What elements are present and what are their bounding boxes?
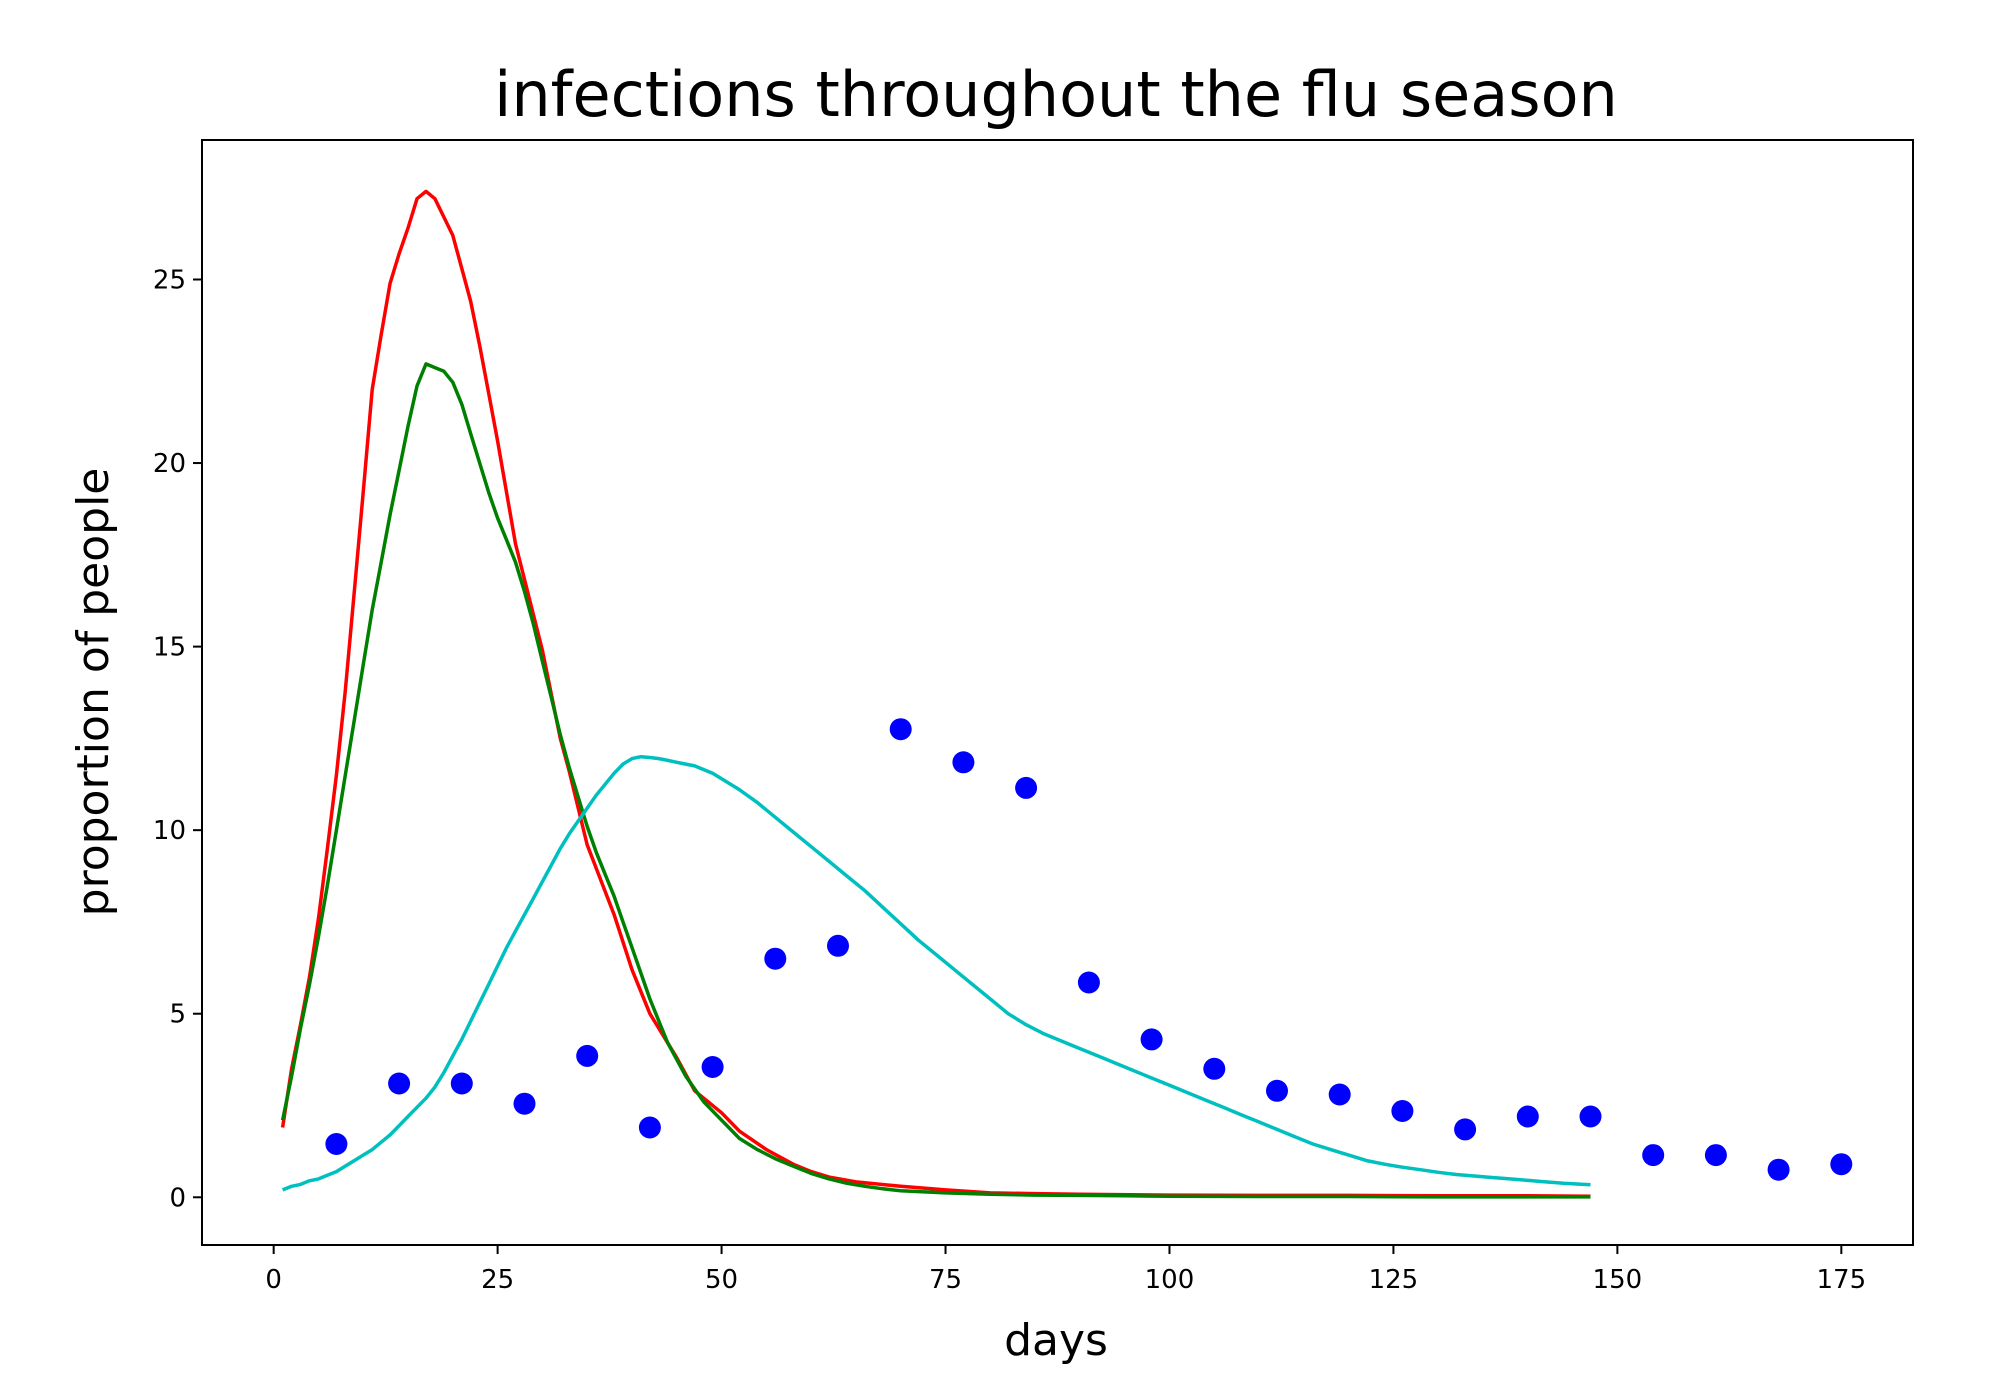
y-tick-label: 10 — [153, 816, 186, 846]
scatter-point — [1516, 1105, 1539, 1128]
series-line-0 — [280, 189, 1591, 1198]
x-axis: 0 25 50 75 100 125 150 175 — [265, 1245, 1866, 1295]
scatter-point — [827, 934, 849, 957]
x-tick-label: 75 — [929, 1265, 962, 1295]
plot-frame — [201, 139, 1914, 1246]
scatter-point — [1077, 971, 1100, 994]
scatter-point — [1704, 1144, 1727, 1167]
scatter-point — [889, 718, 912, 741]
x-tick-label: 100 — [1145, 1265, 1195, 1295]
x-tick-label: 125 — [1369, 1265, 1419, 1295]
y-tick-label: 20 — [153, 449, 186, 479]
scatter-point — [325, 1133, 348, 1155]
x-tick-label: 50 — [705, 1265, 738, 1295]
scatter-point — [1642, 1144, 1665, 1167]
x-tick-label: 25 — [481, 1265, 514, 1295]
scatter-point — [1391, 1100, 1414, 1122]
chart-title: infections throughout the flu season — [494, 58, 1618, 131]
scatter-point — [388, 1072, 411, 1095]
x-tick-label: 150 — [1593, 1265, 1643, 1295]
scatter-point — [1767, 1158, 1790, 1181]
scatter-point — [1203, 1057, 1226, 1080]
scatter-point — [638, 1116, 661, 1139]
scatter-point — [1830, 1153, 1853, 1176]
scatter-point — [764, 947, 787, 970]
y-tick-label: 25 — [153, 266, 186, 296]
plot-area — [280, 189, 1853, 1199]
scatter-point — [701, 1056, 724, 1078]
series-line-2 — [281, 754, 1591, 1192]
x-tick-label: 0 — [265, 1265, 282, 1295]
scatter-point — [1015, 776, 1038, 799]
scatter-point — [1579, 1105, 1602, 1128]
y-tick-label: 0 — [169, 1183, 186, 1213]
y-axis: 0 5 10 15 20 25 — [153, 266, 202, 1213]
scatter-point — [576, 1044, 599, 1067]
series-line-1 — [280, 362, 1591, 1199]
scatter-point — [513, 1092, 536, 1115]
y-tick-label: 5 — [169, 1000, 186, 1030]
scatter-point — [952, 751, 975, 774]
y-axis-label: proportion of people — [68, 468, 119, 917]
x-tick-label: 175 — [1817, 1265, 1867, 1295]
scatter-point — [1266, 1079, 1288, 1102]
scatter-point — [1328, 1083, 1351, 1106]
scatter-point — [450, 1072, 473, 1095]
x-axis-label: days — [1004, 1315, 1108, 1366]
scatter-point — [1454, 1118, 1477, 1141]
scatter-point — [1140, 1028, 1163, 1051]
y-tick-label: 15 — [153, 633, 186, 663]
